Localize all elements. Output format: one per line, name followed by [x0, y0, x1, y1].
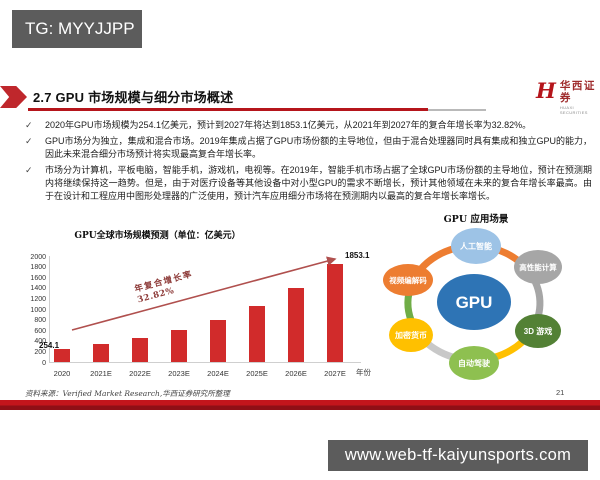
y-axis-tick-label: 600	[34, 327, 46, 335]
node-cryptocurrency-label: 加密货币	[394, 330, 427, 340]
section-chevron-icon	[0, 86, 27, 108]
y-axis-tick-label: 1600	[30, 274, 46, 282]
node-ai-circle	[451, 228, 501, 264]
node-autonomous-driving-circle	[449, 346, 499, 380]
x-axis-tick-label: 2025E	[246, 369, 268, 378]
tg-watermark-label: TG: MYYJJPP	[25, 19, 135, 38]
node-hpc: 高性能计算	[514, 250, 562, 284]
huaxi-logo-cn: 华西证券	[559, 80, 596, 104]
bar	[210, 320, 226, 362]
first-bar-value-label: 254.1	[39, 341, 60, 350]
node-3d-games: 3D 游戏	[515, 314, 561, 348]
y-axis-tick-label: 1000	[30, 306, 46, 314]
url-watermark-label: www.web-tf-kaiyunsports.com	[344, 446, 572, 464]
node-autonomous-driving: 自动驾驶	[449, 346, 499, 380]
tg-watermark-box: TG: MYYJJPP	[12, 10, 142, 48]
x-axis-line	[49, 362, 361, 363]
y-axis-tick-label: 2000	[30, 253, 46, 261]
footer-red-band	[0, 400, 600, 410]
node-gpu-center-label: GPU	[456, 293, 493, 312]
checkmark-icon: ✓	[25, 164, 33, 175]
gpu-market-bar-chart: GPU全球市场规模预测（单位：亿美元） 2020 2021E 2022E 2023E 2…	[25, 228, 377, 380]
node-video-codec-circle	[383, 264, 433, 296]
huaxi-logo-en: HUAXI SECURITIES	[559, 105, 588, 115]
x-axis-title: 年份	[356, 368, 371, 377]
node-video-codec-label: 视频编解码	[389, 275, 427, 285]
node-cryptocurrency: 加密货币	[389, 318, 433, 352]
cagr-annotation: 年复合增长率 32.82%	[133, 268, 197, 306]
bar	[93, 344, 109, 362]
bar	[327, 263, 343, 362]
x-axis-tick-label: 2022E	[129, 369, 151, 378]
node-video-codec: 视频编解码	[383, 264, 433, 296]
diagram-title: GPU 应用场景	[443, 214, 509, 225]
bullet-text: 2020年GPU市场规模为254.1亿美元，预计到2027年将达到1853.1亿…	[45, 120, 532, 130]
y-axis-tick-label: 0	[42, 359, 46, 367]
source-note: 资料来源：Verified Market Research,华西证券研究所整理	[25, 389, 230, 398]
node-3d-games-label: 3D 游戏	[524, 326, 552, 336]
title-underline-gray	[428, 109, 486, 111]
y-axis-tick-label: 800	[34, 317, 46, 325]
y-axis-line	[49, 256, 50, 362]
node-autonomous-driving-label: 自动驾驶	[458, 358, 491, 368]
list-item: ✓ GPU市场分为独立，集成和混合市场。2019年集成占据了GPU市场份额的主导…	[25, 135, 592, 161]
checkmark-icon: ✓	[25, 135, 33, 146]
y-axis-tick-label: 1400	[30, 285, 46, 293]
node-ai-label: 人工智能	[460, 241, 492, 251]
node-gpu-center-circle	[437, 274, 511, 330]
list-item: ✓ 市场分为计算机，平板电脑，智能手机，游戏机，电视等。在2019年，智能手机市…	[25, 164, 592, 204]
x-axis-tick-label: 2023E	[168, 369, 190, 378]
bar	[54, 348, 70, 362]
y-axis-tick-label: 1200	[30, 295, 46, 303]
node-gpu-center: GPU	[437, 274, 511, 330]
cagr-trend-arrow	[71, 256, 337, 331]
huaxi-logo: H 华西证券 HUAXI SECURITIES	[536, 80, 600, 115]
y-axis-tick-label: 200	[34, 348, 46, 356]
checkmark-icon: ✓	[25, 120, 33, 130]
bar	[132, 338, 148, 362]
page-number: 21	[556, 388, 565, 397]
x-axis-tick-label: 2020	[53, 369, 71, 378]
x-axis-tick-label: 2021E	[90, 369, 112, 378]
bullet-list: ✓ 2020年GPU市场规模为254.1亿美元，预计到2027年将达到1853.…	[25, 119, 592, 206]
bar	[288, 288, 304, 362]
page-title: 2.7 GPU 市场规模与细分市场概述	[33, 90, 234, 105]
node-hpc-label: 高性能计算	[519, 262, 557, 272]
title-underline-red	[28, 108, 428, 111]
node-hpc-circle	[514, 250, 562, 284]
x-axis-tick-label: 2026E	[285, 369, 307, 378]
bar	[249, 306, 265, 362]
y-axis-tick-label: 400	[34, 338, 46, 346]
chart-title: GPU全球市场规模预测（单位：亿美元）	[74, 231, 241, 241]
bullet-text: GPU市场分为独立，集成和混合市场。2019年集成占据了GPU市场份额的主导地位…	[45, 135, 592, 159]
node-cryptocurrency-circle	[389, 318, 433, 352]
gpu-applications-ring: 人工智能 高性能计算 3D 游戏 自动驾驶 加密货币 视频编解码 GPU	[383, 228, 562, 380]
bar	[171, 330, 187, 362]
node-ai: 人工智能	[451, 228, 501, 264]
huaxi-logo-icon: H	[536, 78, 556, 103]
url-watermark-box: www.web-tf-kaiyunsports.com	[328, 440, 588, 471]
x-axis-tick-label: 2024E	[207, 369, 229, 378]
gpu-applications-diagram: GPU 应用场景 人工智能 高性能计算 3D 游戏 自动驾驶 加密货币	[380, 210, 572, 394]
y-axis-tick-label: 1800	[30, 264, 46, 272]
list-item: ✓ 2020年GPU市场规模为254.1亿美元，预计到2027年将达到1853.…	[25, 119, 592, 132]
x-axis-tick-label: 2027E	[324, 369, 346, 378]
last-bar-value-label: 1853.1	[345, 251, 370, 260]
bullet-text: 市场分为计算机，平板电脑，智能手机，游戏机，电视等。在2019年，智能手机市场占…	[45, 164, 592, 202]
node-3d-games-circle	[515, 314, 561, 348]
